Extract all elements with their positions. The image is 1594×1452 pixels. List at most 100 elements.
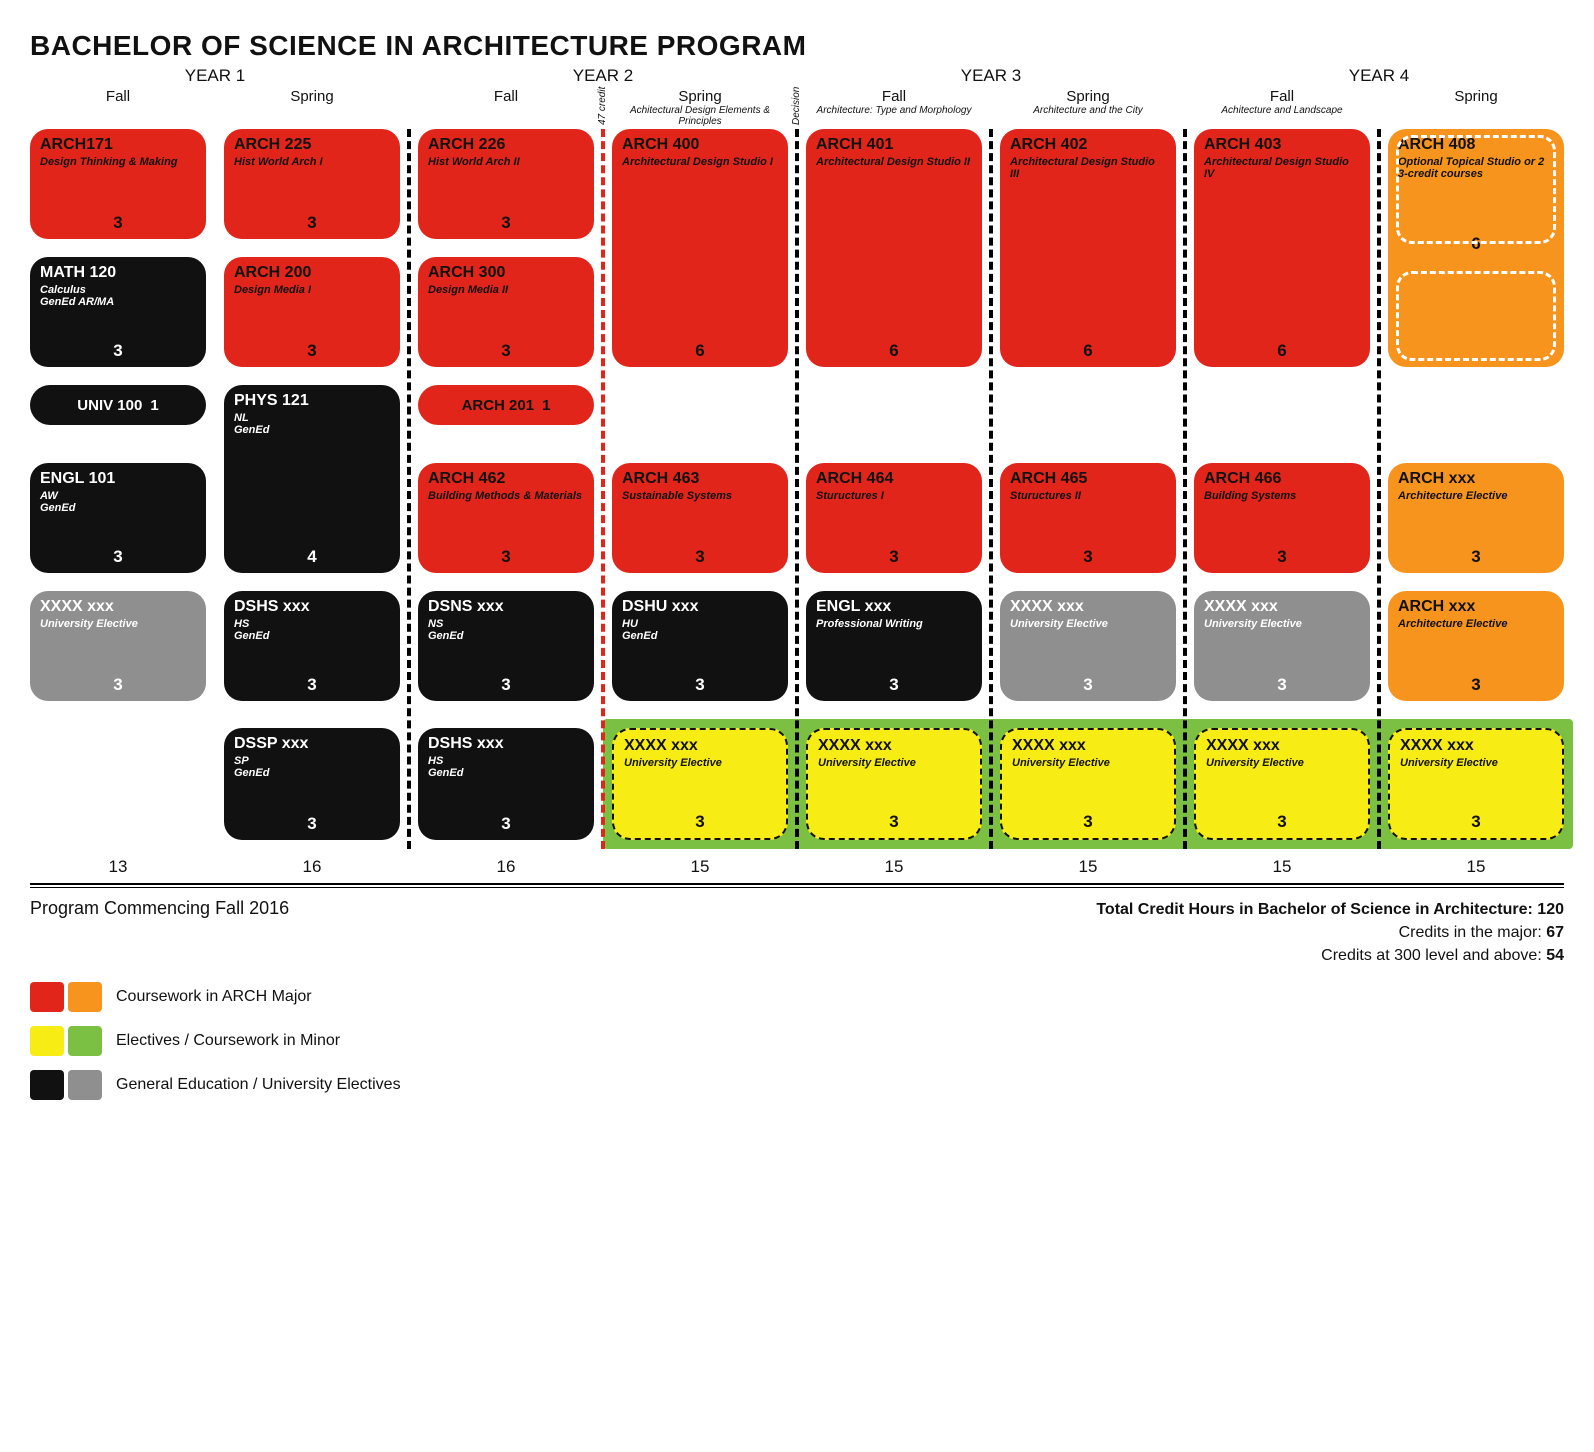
course-title: NSGenEd bbox=[428, 618, 584, 643]
course-title: HUGenEd bbox=[622, 618, 778, 643]
semester-totals-row: 1316161515151515 bbox=[30, 857, 1564, 877]
course-box: ARCH 226Hist World Arch II3 bbox=[418, 129, 594, 239]
course-credits: 1 bbox=[542, 397, 550, 414]
course-code: XXXX xxx bbox=[1206, 738, 1358, 755]
course-code: DSSP xxx bbox=[234, 736, 390, 753]
course-code: XXXX xxx bbox=[40, 599, 196, 616]
course-box: XXXX xxxUniversity Elective3 bbox=[806, 728, 982, 840]
course-code: ARCH xxx bbox=[1398, 599, 1554, 616]
legend-swatch bbox=[68, 982, 102, 1012]
course-credits: 3 bbox=[818, 812, 970, 832]
year-label: YEAR 1 bbox=[30, 66, 400, 86]
semester-label: Spring bbox=[224, 88, 400, 105]
divider-thin bbox=[30, 887, 1564, 888]
footer-credit-line: Credits in the major: 67 bbox=[1096, 921, 1564, 944]
course-box: ARCH 403Architectural Design Studio IV6 bbox=[1194, 129, 1370, 367]
course-box: XXXX xxxUniversity Elective3 bbox=[612, 728, 788, 840]
course-title: University Elective bbox=[1010, 618, 1166, 631]
course-box: MATH 120CalculusGenEd AR/MA3 bbox=[30, 257, 206, 367]
course-credits: 1 bbox=[150, 397, 158, 414]
course-title: University Elective bbox=[818, 757, 970, 770]
course-title: Building Systems bbox=[1204, 490, 1360, 503]
semester-label: Spring bbox=[612, 88, 788, 105]
footer-left: Program Commencing Fall 2016 bbox=[30, 898, 289, 919]
course-credits: 3 bbox=[622, 547, 778, 567]
course-box: ENGL 101AWGenEd3 bbox=[30, 463, 206, 573]
course-title: Architectural Design Studio II bbox=[816, 156, 972, 169]
legend-swatch bbox=[30, 982, 64, 1012]
semester-total: 15 bbox=[1000, 857, 1176, 877]
semester-total: 15 bbox=[1194, 857, 1370, 877]
course-credits: 6 bbox=[622, 341, 778, 361]
course-credits: 3 bbox=[40, 213, 196, 233]
course-title: SPGenEd bbox=[234, 755, 390, 780]
course-code: ARCH 466 bbox=[1204, 471, 1360, 488]
course-code: ARCH xxx bbox=[1398, 471, 1554, 488]
course-credits: 3 bbox=[234, 675, 390, 695]
legend-label: Electives / Coursework in Minor bbox=[116, 1032, 340, 1050]
course-code: XXXX xxx bbox=[1204, 599, 1360, 616]
course-title: Professional Writing bbox=[816, 618, 972, 631]
footer: Program Commencing Fall 2016 Total Credi… bbox=[30, 898, 1564, 968]
course-box: ARCH 466Building Systems3 bbox=[1194, 463, 1370, 573]
semester-header: Spring bbox=[224, 88, 400, 127]
course-title: Architectural Design Studio III bbox=[1010, 156, 1166, 181]
course-title: AWGenEd bbox=[40, 490, 196, 515]
course-code: XXXX xxx bbox=[1012, 738, 1164, 755]
course-box: ARCH 200Design Media I3 bbox=[224, 257, 400, 367]
legend-swatch bbox=[30, 1070, 64, 1100]
course-box: ARCH 462Building Methods & Materials3 bbox=[418, 463, 594, 573]
course-title: Design Media I bbox=[234, 284, 390, 297]
course-credits: 6 bbox=[1010, 341, 1166, 361]
course-code: ARCH 403 bbox=[1204, 137, 1360, 154]
semester-label: Spring bbox=[1000, 88, 1176, 105]
page-title: BACHELOR OF SCIENCE IN ARCHITECTURE PROG… bbox=[30, 30, 1564, 62]
course-code: ARCH 225 bbox=[234, 137, 390, 154]
course-credits: 3 bbox=[428, 213, 584, 233]
semester-header: SpringAchitectural Design Elements & Pri… bbox=[612, 88, 788, 127]
course-title: HSGenEd bbox=[234, 618, 390, 643]
course-code: XXXX xxx bbox=[624, 738, 776, 755]
course-code: DSHU xxx bbox=[622, 599, 778, 616]
course-code: XXXX xxx bbox=[1400, 738, 1552, 755]
course-box: ARCH 400Architectural Design Studio I6 bbox=[612, 129, 788, 367]
course-title: Design Media II bbox=[428, 284, 584, 297]
course-title: CalculusGenEd AR/MA bbox=[40, 284, 196, 309]
year-label: YEAR 4 bbox=[1194, 66, 1564, 86]
semester-label: Fall bbox=[418, 88, 594, 105]
course-box: ENGL xxxProfessional Writing3 bbox=[806, 591, 982, 701]
course-code: ARCH 464 bbox=[816, 471, 972, 488]
course-box: ARCH 465Stuructures II3 bbox=[1000, 463, 1176, 573]
course-title: Stuructures II bbox=[1010, 490, 1166, 503]
course-title: University Elective bbox=[1204, 618, 1360, 631]
year-label: YEAR 3 bbox=[806, 66, 1176, 86]
course-title: University Elective bbox=[1012, 757, 1164, 770]
course-credits: 4 bbox=[234, 547, 390, 567]
course-title: University Elective bbox=[40, 618, 196, 631]
legend: Coursework in ARCH Major Electives / Cour… bbox=[30, 982, 1564, 1100]
course-title: NLGenEd bbox=[234, 412, 390, 437]
footer-credit-line: Credits at 300 level and above: 54 bbox=[1096, 944, 1564, 967]
course-box: DSHU xxx HUGenEd 3 bbox=[612, 591, 788, 701]
course-title: Architectural Design Studio IV bbox=[1204, 156, 1360, 181]
course-credits: 3 bbox=[622, 675, 778, 695]
course-title: Stuructures I bbox=[816, 490, 972, 503]
course-box: ARCH 300Design Media II3 bbox=[418, 257, 594, 367]
semester-total: 15 bbox=[1388, 857, 1564, 877]
course-box: ARCH 402Architectural Design Studio III6 bbox=[1000, 129, 1176, 367]
semester-total: 15 bbox=[612, 857, 788, 877]
course-credits: 3 bbox=[40, 547, 196, 567]
course-credits: 3 bbox=[1206, 812, 1358, 832]
footer-credit-line: Total Credit Hours in Bachelor of Scienc… bbox=[1096, 898, 1564, 921]
course-credits: 3 bbox=[816, 675, 972, 695]
course-title: HSGenEd bbox=[428, 755, 584, 780]
course-code: ARCH 408 bbox=[1398, 137, 1554, 154]
course-box: XXXX xxxUniversity Elective3 bbox=[1194, 591, 1370, 701]
course-credits: 6 bbox=[816, 341, 972, 361]
course-title: Optional Topical Studio or 2 3-credit co… bbox=[1398, 156, 1554, 181]
course-box: XXXX xxxUniversity Elective3 bbox=[1000, 591, 1176, 701]
course-title: Hist World Arch I bbox=[234, 156, 390, 169]
legend-label: Coursework in ARCH Major bbox=[116, 988, 312, 1006]
legend-row: General Education / University Electives bbox=[30, 1070, 1564, 1100]
course-credits: 3 bbox=[428, 675, 584, 695]
